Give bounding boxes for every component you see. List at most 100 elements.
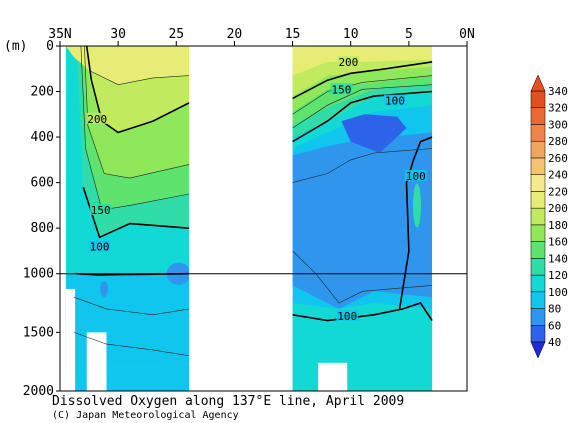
- contour-thin-8: [292, 250, 433, 304]
- edge-mask-north: [60, 46, 66, 391]
- contour-label-bg-1: [89, 203, 112, 215]
- legend-bin-4: [530, 258, 546, 276]
- contour-thin-0: [84, 46, 190, 179]
- y-tick-label-2: 400: [31, 130, 54, 145]
- contour-thin-7: [292, 148, 433, 183]
- data-gap-0: [189, 46, 293, 391]
- region-south-220: [292, 46, 433, 76]
- legend-arrow-low: [530, 341, 546, 359]
- bottom-mask-1: [86, 332, 107, 391]
- contour-thin-6: [292, 84, 433, 129]
- contour-label-bg-6: [404, 169, 427, 181]
- legend-label-7: 180: [548, 219, 568, 232]
- contour-label-bg-7: [336, 309, 359, 321]
- contour-thick-6: [292, 302, 433, 322]
- legend-label-2: 80: [548, 303, 561, 316]
- legend-label-10: 240: [548, 169, 568, 182]
- low-oxygen-spot-north: [100, 280, 109, 297]
- y-tick-label-6: 1500: [23, 325, 54, 340]
- legend-label-8: 200: [548, 202, 568, 215]
- legend-label-3: 100: [548, 286, 568, 299]
- contour-thick-4: [292, 90, 433, 143]
- x-tick-label-5: 10: [343, 27, 359, 42]
- contour-label-5: 100: [385, 95, 405, 108]
- legend-label-9: 220: [548, 185, 568, 198]
- plot-fill: [65, 46, 433, 391]
- x-tick-label-2: 25: [168, 27, 184, 42]
- contour-label-2: 100: [90, 240, 110, 253]
- legend-label-4: 120: [548, 269, 568, 282]
- contour-label-bg-3: [337, 55, 360, 67]
- x-tick-label-7: 0N: [459, 27, 475, 42]
- contour-thin-3: [73, 296, 190, 316]
- x-tick-label-6: 5: [405, 27, 413, 42]
- legend-label-1: 60: [548, 319, 561, 332]
- oxygen-section-chart: 200 150 100 200 150 100 100 100 35N 30 25 20 15 10 5 0…: [4, 27, 568, 399]
- legend-label-15: 340: [548, 85, 568, 98]
- legend-bin-2: [530, 291, 546, 309]
- bottom-mask-0: [65, 288, 76, 391]
- x-tick-label-0: 35N: [48, 27, 71, 42]
- legend-bin-14: [530, 90, 546, 108]
- legend-bin-3: [530, 274, 546, 293]
- contour-label-6: 100: [406, 170, 426, 183]
- contour-label-bg-5: [384, 94, 406, 106]
- edge-mask-south: [432, 46, 467, 391]
- contour-labels: 200 150 100 200 150 100 100 100: [86, 55, 427, 323]
- legend-bin-8: [530, 191, 546, 209]
- y-unit-label: (m): [4, 39, 27, 54]
- region-south-80: [292, 132, 433, 309]
- contour-lines: [73, 46, 433, 357]
- y-tick-label-0: 0: [46, 39, 54, 54]
- contour-label-1: 150: [91, 204, 111, 217]
- legend-bin-11: [530, 140, 546, 159]
- legend-label-14: 320: [548, 102, 568, 115]
- contour-label-bg-4: [330, 83, 353, 95]
- legend-arrow-high: [530, 74, 546, 92]
- plot-masks: [60, 46, 467, 391]
- contour-label-3: 200: [338, 56, 358, 69]
- x-tick-label-1: 30: [110, 27, 126, 42]
- legend-bin-10: [530, 157, 546, 175]
- contour-thin-2: [90, 70, 190, 86]
- legend-label-5: 140: [548, 252, 568, 265]
- legend-label-6: 160: [548, 236, 568, 249]
- legend-bin-0: [530, 325, 546, 343]
- y-tick-label-3: 600: [31, 176, 54, 191]
- y-tick-label-4: 800: [31, 221, 54, 236]
- legend-label-11: 260: [548, 152, 568, 165]
- contour-label-0: 200: [87, 113, 107, 126]
- oxygen-lens-south: [412, 183, 421, 228]
- contour-label-bg-2: [88, 240, 111, 252]
- y-tick-label-5: 1000: [23, 267, 54, 282]
- legend-label-13: 300: [548, 118, 568, 131]
- color-legend: 40 60 80 100 120 140 160 180 200 220 240 260 280 300 3…: [530, 74, 568, 359]
- low-oxygen-core-south: [341, 114, 407, 153]
- y-tick-label-7: 2000: [23, 384, 54, 395]
- contour-thick-3: [292, 61, 433, 100]
- contour-label-4: 150: [331, 83, 351, 96]
- legend-bin-13: [530, 107, 546, 125]
- legend-bin-12: [530, 124, 546, 142]
- contour-thin-4: [73, 332, 190, 357]
- plot-frame: [59, 45, 468, 392]
- contour-thick-0: [85, 46, 190, 134]
- legend-label-0: 40: [548, 336, 561, 349]
- axes: 35N 30 25 20 15 10 5 0N 0 200 400 600 800 1000 1500 200…: [4, 27, 475, 399]
- region-north-100: [65, 279, 190, 321]
- x-tick-label-4: 15: [285, 27, 301, 42]
- legend-label-12: 280: [548, 135, 568, 148]
- region-north-220: [65, 46, 190, 85]
- y-tick-label-1: 200: [31, 85, 54, 100]
- legend-bin-9: [530, 174, 546, 192]
- legend-bin-6: [530, 224, 546, 242]
- legend-bin-7: [530, 207, 546, 226]
- legend-bin-5: [530, 241, 546, 259]
- contour-label-7: 100: [337, 310, 357, 323]
- contour-label-bg-0: [86, 112, 109, 124]
- x-tick-label-3: 20: [227, 27, 243, 42]
- bottom-mask-2: [318, 362, 348, 391]
- credit-text: (C) Japan Meteorological Agency: [52, 410, 239, 421]
- legend-bin-1: [530, 308, 546, 326]
